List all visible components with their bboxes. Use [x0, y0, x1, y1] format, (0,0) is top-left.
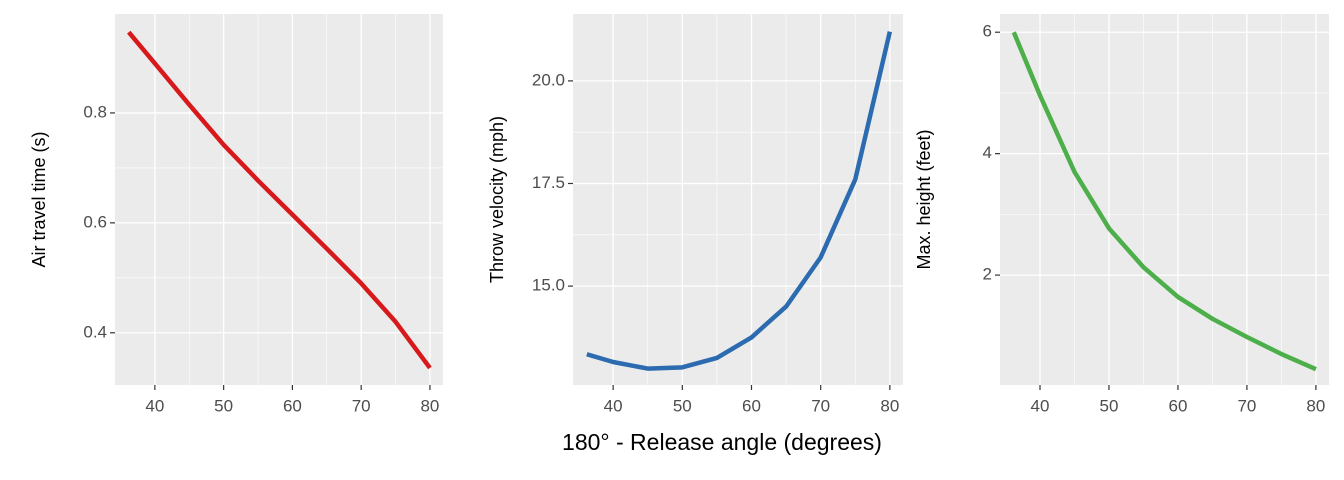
line	[127, 30, 432, 370]
y-tick-label: 0.8	[83, 102, 107, 121]
line	[586, 31, 893, 371]
y-axis-label: Air travel time (s)	[29, 131, 49, 267]
y-tick-label: 15.0	[532, 276, 565, 295]
y-tick-label: 0.6	[83, 212, 107, 231]
x-tick-label: 80	[880, 396, 899, 415]
x-tick-label: 70	[352, 396, 371, 415]
x-tick-label: 60	[742, 396, 761, 415]
x-tick-label: 50	[1100, 396, 1119, 415]
x-tick-label: 40	[1031, 396, 1050, 415]
x-tick-label: 50	[214, 396, 233, 415]
x-axis-label: 180° - Release angle (degrees)	[562, 429, 882, 455]
y-axis-label: Max. height (feet)	[914, 129, 934, 269]
x-tick-label: 60	[283, 396, 302, 415]
panel-background	[573, 14, 903, 385]
x-tick-label: 70	[1237, 396, 1256, 415]
y-tick-label: 0.4	[83, 322, 107, 341]
y-axis-label: Throw velocity (mph)	[487, 116, 507, 283]
x-tick-label: 60	[1168, 396, 1187, 415]
y-tick-label: 2	[983, 265, 992, 284]
x-tick-label: 40	[145, 396, 164, 415]
x-tick-label: 40	[604, 396, 623, 415]
y-tick-label: 20.0	[532, 70, 565, 89]
x-tick-label: 50	[673, 396, 692, 415]
y-tick-label: 6	[983, 22, 992, 41]
y-tick-label: 17.5	[532, 173, 565, 192]
y-tick-label: 4	[983, 143, 992, 162]
panel-background	[1000, 14, 1329, 385]
x-tick-label: 80	[420, 396, 439, 415]
x-tick-label: 80	[1306, 396, 1325, 415]
line	[1011, 31, 1317, 372]
x-tick-label: 70	[811, 396, 830, 415]
